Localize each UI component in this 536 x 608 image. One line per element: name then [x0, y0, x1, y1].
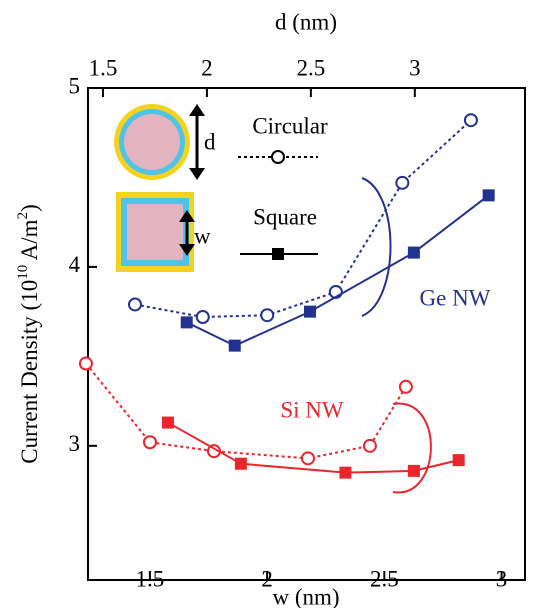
x2-tick-label: 2.5 [296, 55, 325, 80]
x-tick-label: 2 [261, 566, 273, 591]
point [162, 417, 174, 429]
x-axis-title: w (nm) [272, 584, 339, 608]
point [80, 358, 92, 370]
y-axis-title-part: A/m [17, 219, 42, 264]
series-line [86, 364, 406, 459]
point [129, 298, 141, 310]
y-axis-title-part: 2 [15, 212, 31, 220]
x2-tick-label: 2 [201, 55, 213, 80]
legend-label: Square [253, 204, 317, 229]
y-axis-title: Current Density (1010 A/m2) [15, 204, 42, 464]
point [261, 309, 273, 321]
point [453, 454, 465, 466]
point [302, 452, 314, 464]
x2-tick-label: 3 [409, 55, 421, 80]
point [400, 381, 412, 393]
point [408, 465, 420, 477]
page: {"chart_data": { "type": "line", "xlabel… [0, 0, 536, 608]
inset-label: d [204, 129, 216, 154]
annotation: Si NW [280, 397, 344, 422]
y-tick-label: 4 [69, 252, 81, 277]
inset-icons [114, 104, 431, 492]
chart: d w Circular Square Ge NW Si NW d (nm) w… [0, 0, 536, 608]
series-line [187, 195, 489, 345]
annotation: Ge NW [420, 285, 491, 310]
point [396, 177, 408, 189]
point [339, 467, 351, 479]
y-axis-title-part: ) [17, 204, 42, 212]
y-axis-title-part: 10 [15, 265, 31, 280]
y-axis-title-part: Current Density (10 [17, 280, 42, 464]
y-tick-label: 5 [69, 73, 81, 98]
x-tick-label: 3 [496, 566, 508, 591]
x2-axis-title: d (nm) [275, 9, 337, 34]
point [465, 114, 477, 126]
point [235, 458, 247, 470]
point [181, 316, 193, 328]
point [408, 247, 420, 259]
x2-tick-label: 1.5 [89, 55, 118, 80]
point [197, 311, 209, 323]
x-tick-label: 2.5 [370, 566, 399, 591]
point [364, 440, 376, 452]
x-tick-label: 1.5 [136, 566, 165, 591]
legend-label: Circular [252, 113, 328, 138]
point [483, 189, 495, 201]
point [144, 436, 156, 448]
inset-label: w [194, 223, 211, 248]
y-tick-label: 3 [69, 431, 81, 456]
point [229, 340, 241, 352]
point [304, 306, 316, 318]
